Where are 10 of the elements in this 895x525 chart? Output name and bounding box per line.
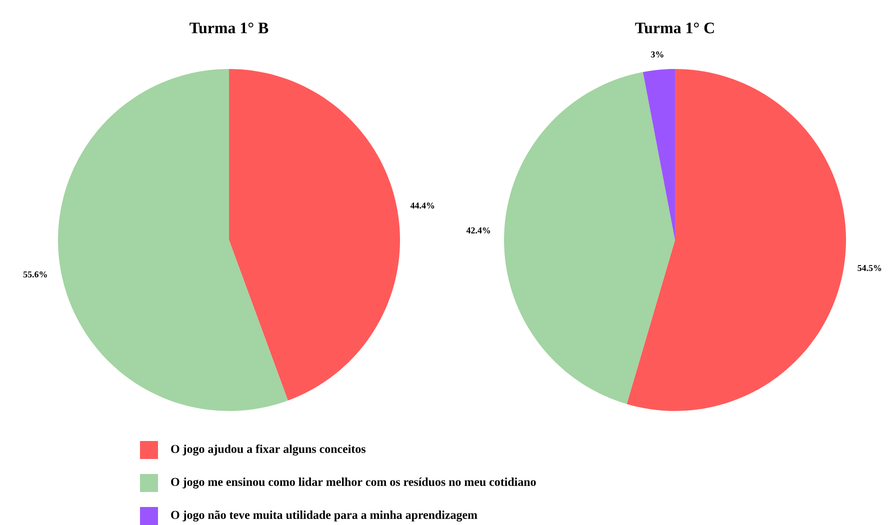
data-label: 54.5% <box>858 264 882 272</box>
legend-label: O jogo não teve muita utilidade para a minha aprendizagem <box>171 510 478 522</box>
data-label: 44.4% <box>410 202 434 209</box>
data-label: 3% <box>651 51 664 58</box>
data-label: 42.4% <box>466 227 490 234</box>
chart-title: Turma 1° B <box>190 22 268 34</box>
legend-label: O jogo ajudou a fixar alguns conceitos <box>171 444 366 456</box>
data-label: 55.6% <box>23 271 47 278</box>
legend-label: O jogo me ensinou como lidar melhor com os resíduos no meu cotidiano <box>171 478 536 488</box>
chart-title: Turma 1° C <box>635 22 714 34</box>
